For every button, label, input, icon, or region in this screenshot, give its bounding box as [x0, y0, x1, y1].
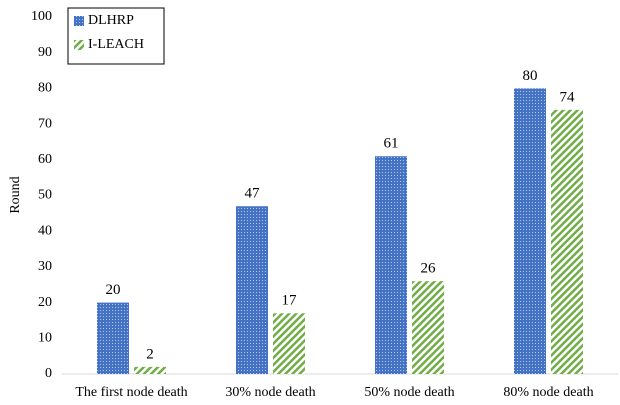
bar	[273, 313, 305, 374]
bar	[236, 206, 268, 374]
y-tick-label: 10	[38, 331, 52, 346]
data-label: 20	[106, 282, 121, 298]
x-tick-label: 80% node death	[503, 385, 593, 400]
data-label: 61	[384, 136, 399, 152]
bar	[97, 302, 129, 374]
y-axis-label: Round	[8, 176, 23, 213]
y-tick-label: 90	[38, 45, 52, 60]
bar	[134, 366, 166, 374]
bar	[551, 109, 583, 374]
data-label: 2	[146, 346, 154, 362]
y-tick-label: 0	[45, 366, 52, 381]
data-label: 47	[245, 186, 261, 202]
bar	[375, 156, 407, 374]
y-tick-label: 80	[38, 81, 52, 96]
data-label: 17	[282, 293, 298, 309]
x-tick-label: 50% node death	[364, 385, 454, 400]
x-tick-label: The first node death	[75, 385, 187, 400]
data-label: 80	[523, 68, 538, 84]
y-tick-label: 40	[38, 223, 52, 238]
legend-swatch	[74, 40, 84, 50]
bar	[514, 88, 546, 375]
y-tick-label: 100	[31, 9, 52, 24]
bar	[412, 281, 444, 374]
data-label: 26	[421, 261, 437, 277]
y-tick-label: 20	[38, 295, 52, 310]
x-tick-label: 30% node death	[225, 385, 315, 400]
legend-swatch	[74, 16, 84, 26]
data-label: 74	[560, 89, 576, 105]
legend-label: DLHRP	[88, 13, 134, 28]
legend-label: I-LEACH	[88, 37, 144, 52]
y-tick-label: 50	[38, 188, 52, 203]
y-tick-label: 60	[38, 152, 52, 167]
y-tick-label: 30	[38, 259, 52, 274]
y-tick-label: 70	[38, 116, 52, 131]
